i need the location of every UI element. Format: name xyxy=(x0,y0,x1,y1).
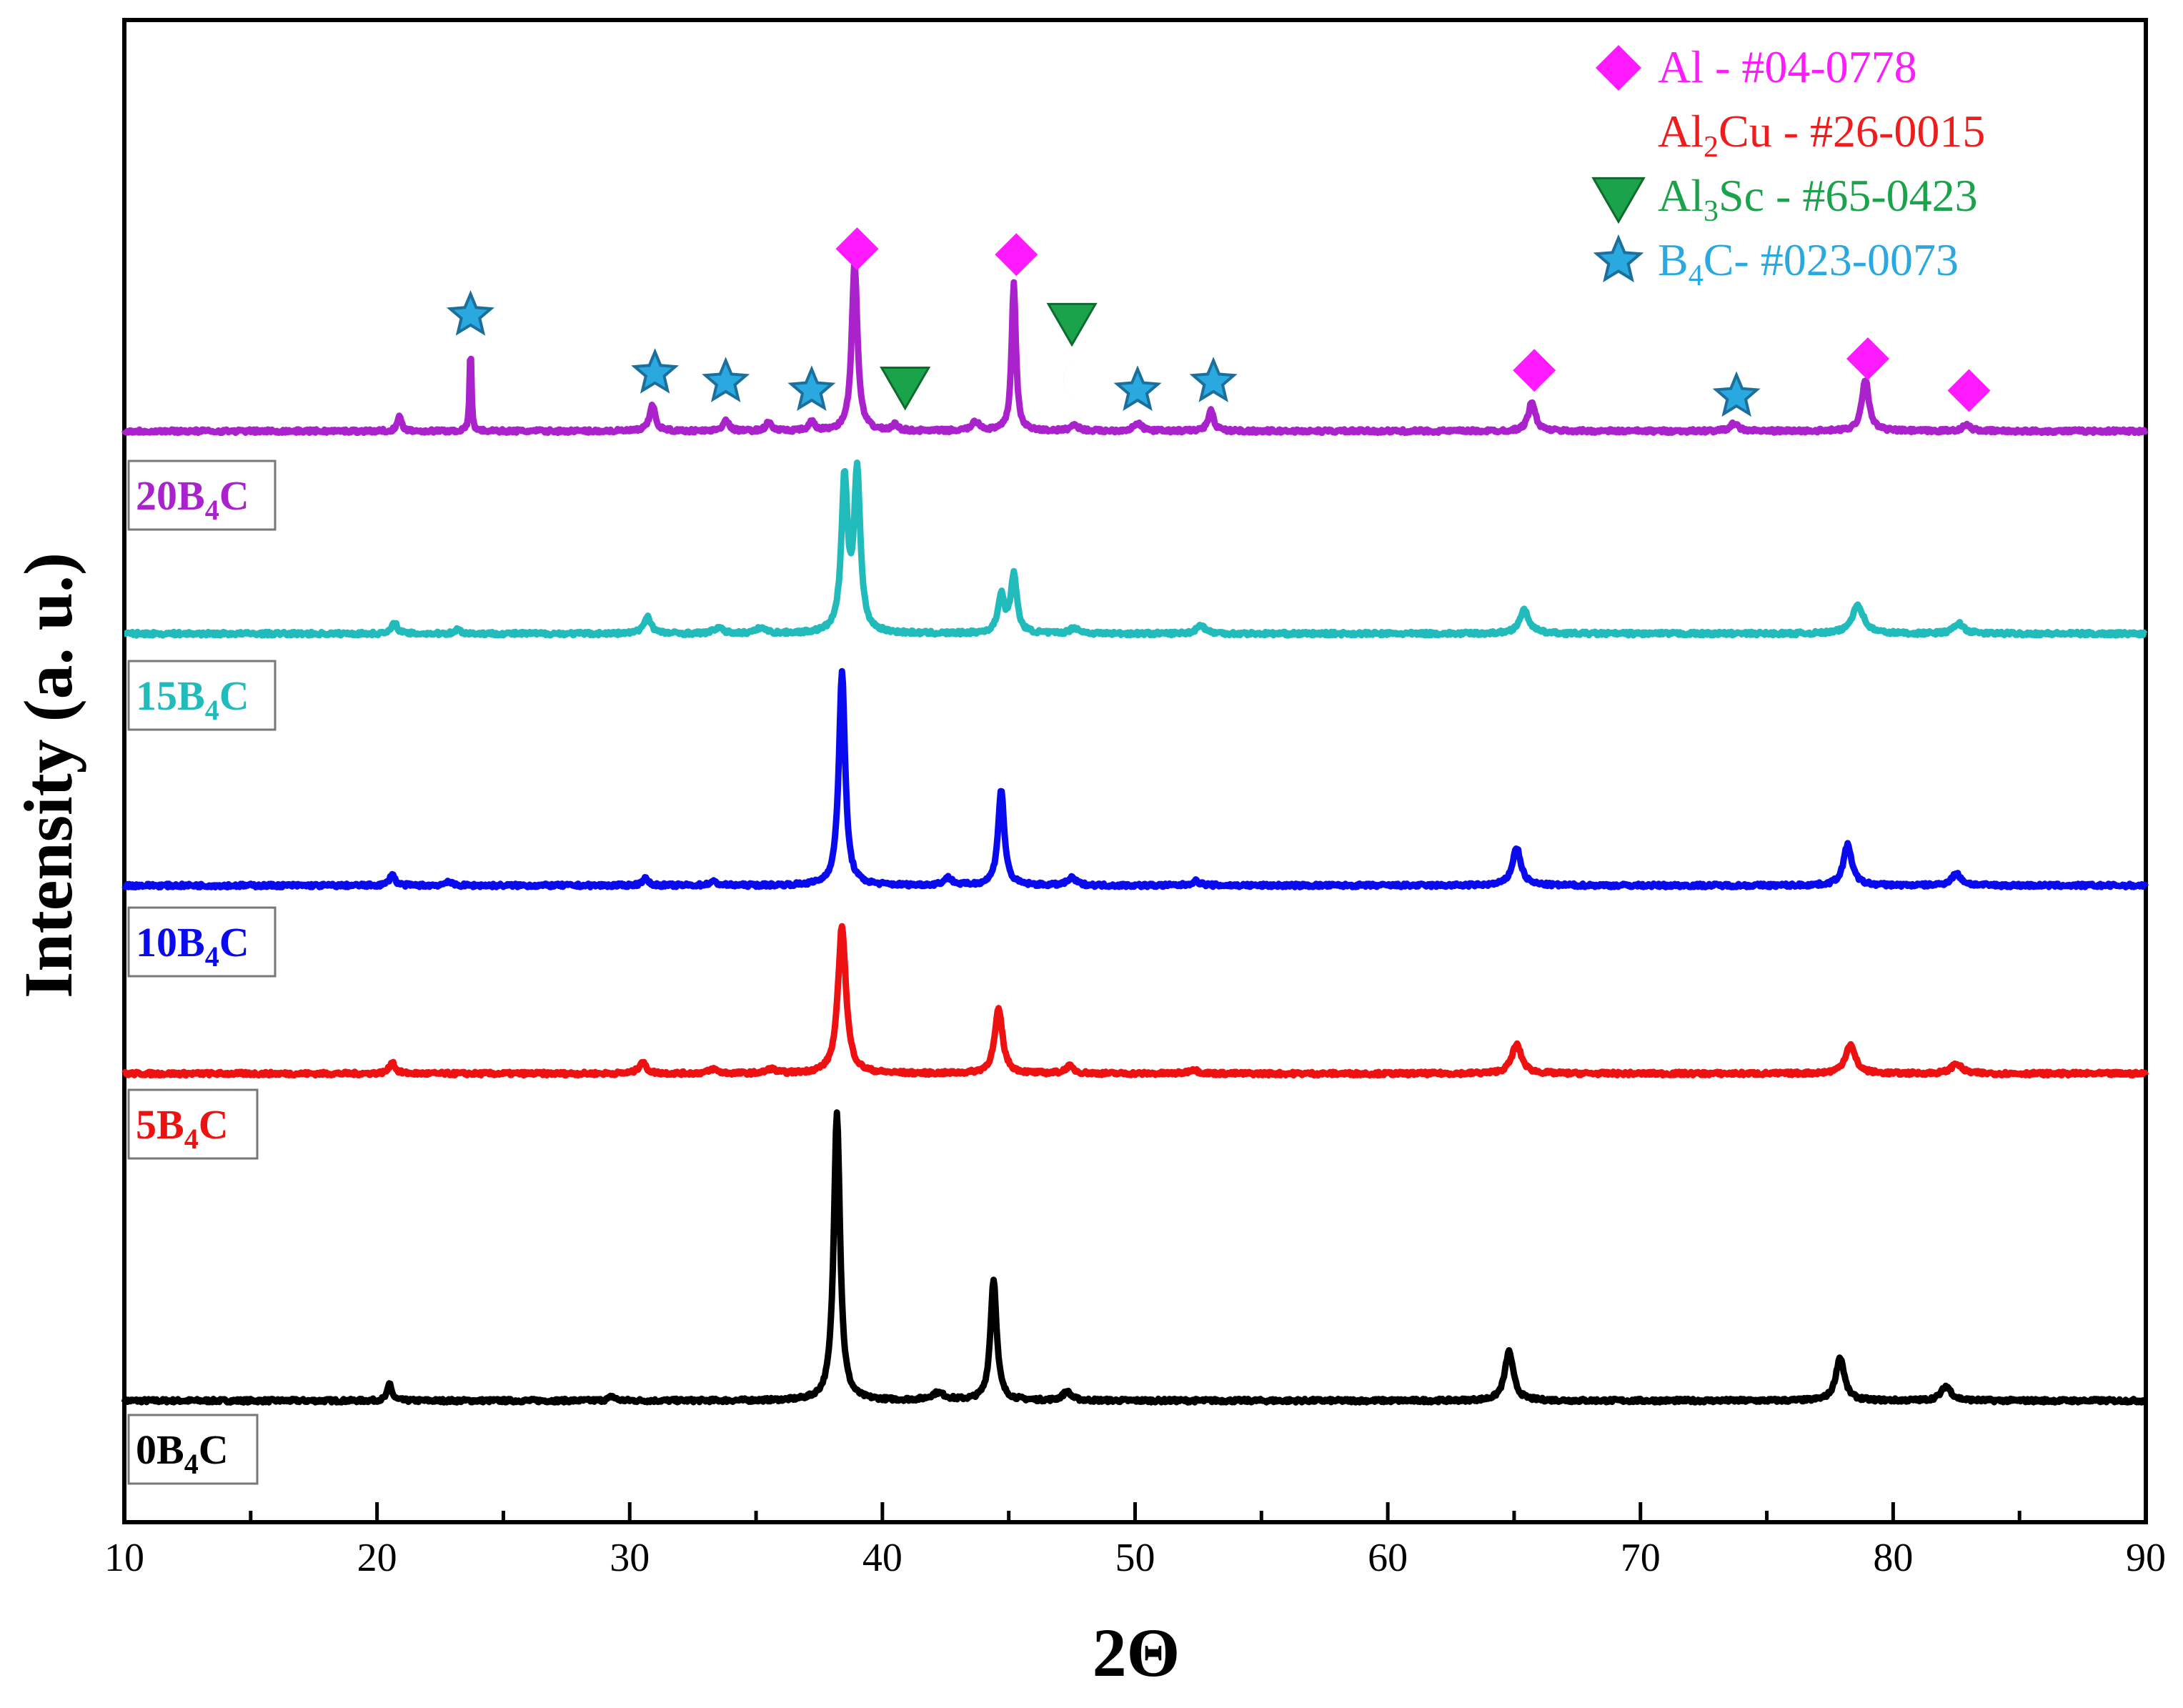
diamond-icon xyxy=(995,233,1038,277)
sample-label-sub: 4 xyxy=(184,1123,199,1155)
sample-label-rest: C xyxy=(199,1426,229,1473)
x-tick-label: 20 xyxy=(357,1536,397,1580)
crescent-icon xyxy=(379,337,401,380)
sample-label-sub: 4 xyxy=(205,494,219,526)
star-icon xyxy=(1113,365,1162,412)
x-tick-label: 70 xyxy=(1621,1536,1661,1580)
sample-label-box xyxy=(127,906,277,978)
sample-label-main: 20B xyxy=(136,472,205,519)
series-line-20B4C xyxy=(121,262,2149,437)
sample-label-rest: C xyxy=(219,672,249,719)
sample-label-main: 10B xyxy=(136,919,205,965)
x-tick-label: 80 xyxy=(1873,1536,1913,1580)
legend-sub: 2 xyxy=(1704,131,1719,164)
legend-entry: B4C- #023-0073 xyxy=(1658,234,1959,292)
sample-label-10B4C: 10B4C xyxy=(136,919,249,973)
crescent-icon xyxy=(937,352,959,395)
x-tick-label: 10 xyxy=(104,1536,144,1580)
legend-sub: 3 xyxy=(1704,195,1719,228)
legend-rest: - #04-0778 xyxy=(1704,41,1917,92)
series-line-5B4C xyxy=(121,923,2149,1079)
triangle-down-icon xyxy=(880,366,931,411)
diamond-icon xyxy=(1513,349,1556,392)
series-line-10B4C xyxy=(121,667,2149,890)
legend-rest: Cu - #26-0015 xyxy=(1719,106,1985,157)
legend-sub: 4 xyxy=(1689,259,1704,292)
sample-label-sub: 4 xyxy=(205,694,219,726)
x-tick-label: 30 xyxy=(610,1536,650,1580)
legend-entry: Al - #04-0778 xyxy=(1658,41,1917,92)
x-tick-label: 50 xyxy=(1115,1536,1155,1580)
sample-label-rest: C xyxy=(199,1101,229,1148)
x-tick-label: 60 xyxy=(1368,1536,1408,1580)
phase-markers xyxy=(379,227,1991,417)
star-icon xyxy=(446,290,494,336)
sample-label-main: 0B xyxy=(136,1426,184,1473)
diamond-icon xyxy=(835,227,879,271)
star-icon xyxy=(702,357,750,402)
sample-label-main: 15B xyxy=(136,672,205,719)
legend-main: B xyxy=(1658,234,1689,285)
legend-entry: Al2Cu - #26-0015 xyxy=(1658,106,1985,164)
legend-main: Al xyxy=(1658,106,1704,157)
legend-main: Al xyxy=(1658,170,1704,221)
star-icon xyxy=(1189,357,1238,402)
star-icon xyxy=(1593,234,1644,283)
star-icon xyxy=(1712,371,1761,417)
crescent-icon xyxy=(1607,109,1630,155)
sample-label-sub: 4 xyxy=(184,1448,199,1480)
diamond-icon xyxy=(1947,369,1991,412)
sample-label-5B4C: 5B4C xyxy=(136,1101,229,1155)
legend-main: Al xyxy=(1658,41,1704,92)
sample-label-sub: 4 xyxy=(205,940,219,973)
diamond-icon xyxy=(1596,45,1641,91)
sample-label-box xyxy=(127,460,277,531)
sample-label-rest: C xyxy=(219,919,249,965)
star-icon xyxy=(787,365,836,412)
y-axis-title: Intensity (a. u.) xyxy=(10,552,86,998)
triangle-down-icon xyxy=(1046,302,1098,347)
sample-label-main: 5B xyxy=(136,1101,184,1148)
x-axis-ticks: 10 20 30 40 50 60 70 80 90 xyxy=(104,1502,2166,1580)
sample-label-box xyxy=(127,660,277,731)
legend-entry: Al3Sc - #65-0423 xyxy=(1658,170,1978,228)
series-line-15B4C xyxy=(121,460,2149,639)
series-line-0B4C xyxy=(121,1109,2149,1406)
legend-rest: C- #023-0073 xyxy=(1704,234,1959,285)
x-axis-title: 2Θ xyxy=(1093,1614,1180,1691)
star-icon xyxy=(631,348,680,394)
sample-label-box xyxy=(127,1414,259,1485)
sample-label-15B4C: 15B4C xyxy=(136,672,249,726)
sample-label-rest: C xyxy=(219,472,249,519)
x-tick-label: 40 xyxy=(862,1536,902,1580)
x-tick-label: 90 xyxy=(2126,1536,2166,1580)
legend-rest: Sc - #65-0423 xyxy=(1719,170,1978,221)
crescent-icon xyxy=(581,360,603,404)
sample-label-0B4C: 0B4C xyxy=(136,1426,229,1480)
triangle-down-icon xyxy=(1591,177,1646,224)
series-group xyxy=(121,262,2149,1406)
sample-label-20B4C: 20B4C xyxy=(136,472,249,526)
sample-label-box xyxy=(127,1088,259,1160)
diamond-icon xyxy=(1846,337,1890,380)
crescent-icon xyxy=(1063,357,1085,401)
